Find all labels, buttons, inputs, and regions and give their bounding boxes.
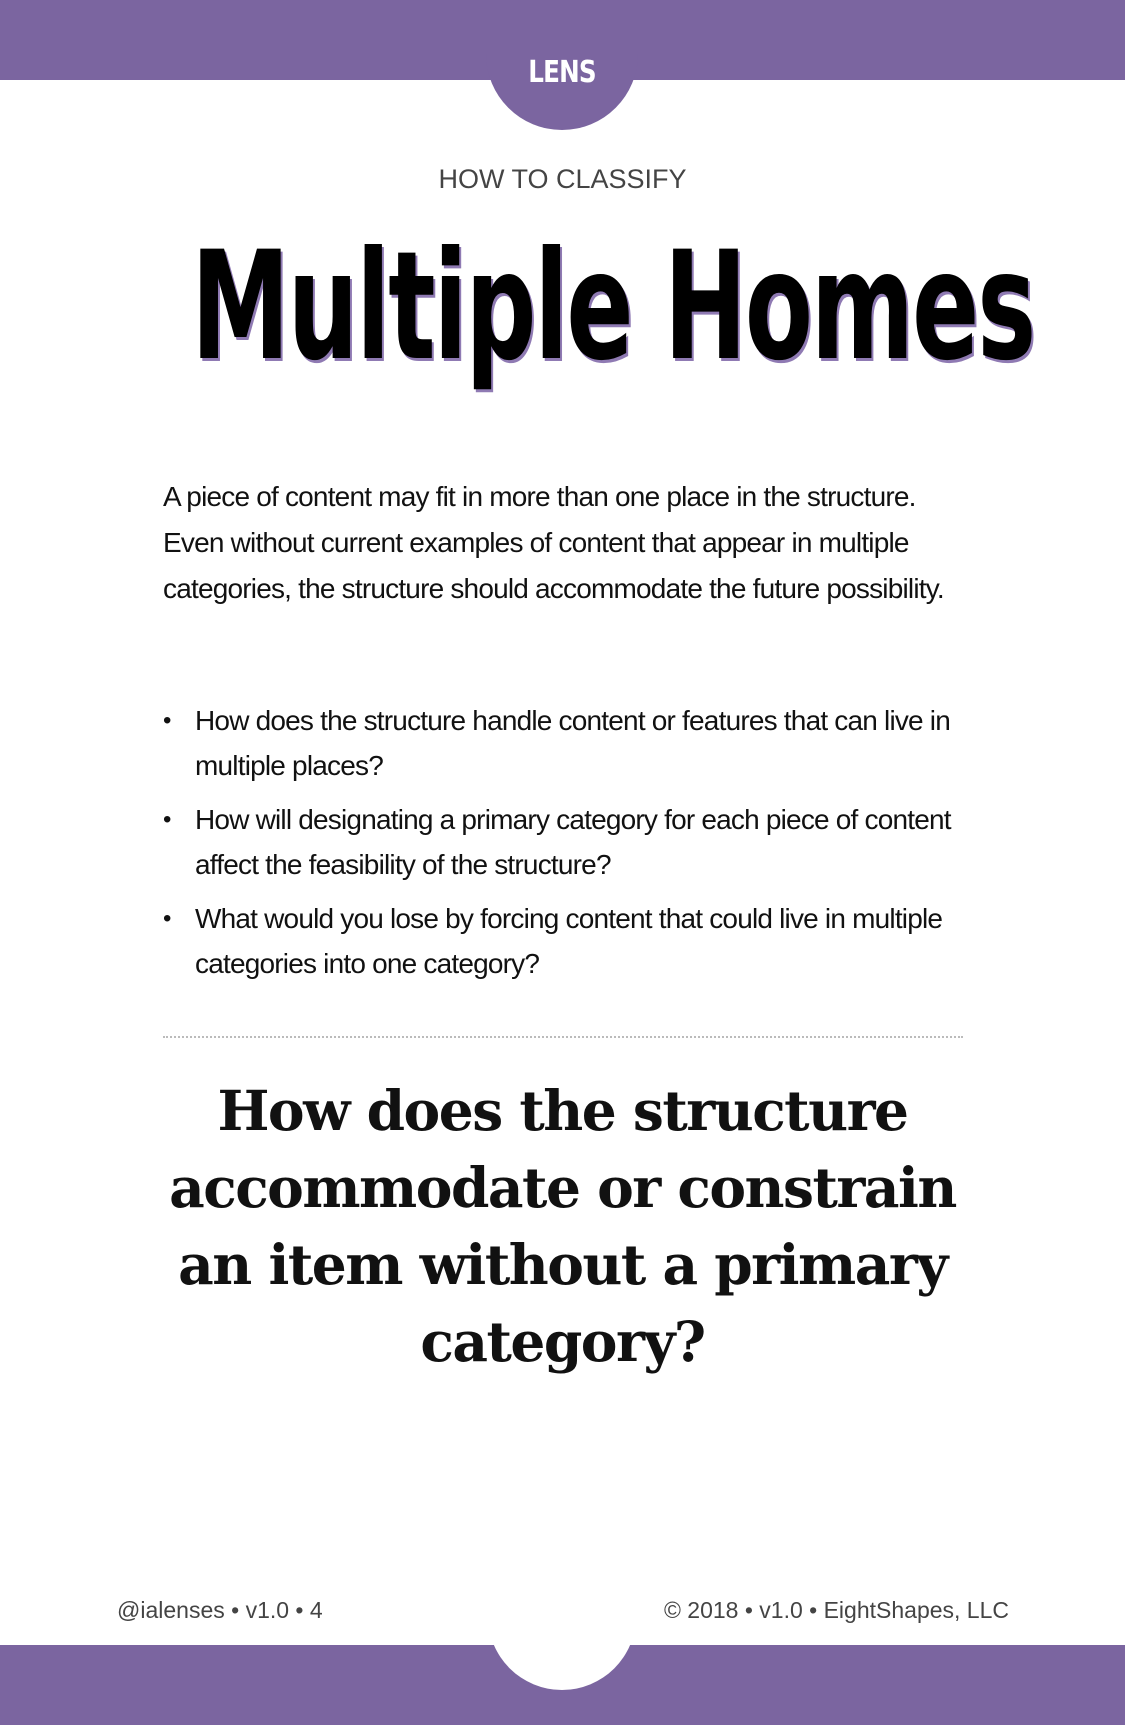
- list-item-text: How will designating a primary category …: [195, 804, 952, 880]
- bullet-icon: •: [163, 905, 171, 932]
- bullet-icon: •: [163, 707, 171, 734]
- bullet-icon: •: [163, 806, 171, 833]
- list-item: • How will designating a primary categor…: [163, 797, 963, 887]
- list-item: • What would you lose by forcing content…: [163, 896, 963, 986]
- card-title: Multiple Homes: [191, 220, 1036, 394]
- list-item: • How does the structure handle content …: [163, 698, 963, 788]
- list-item-text: What would you lose by forcing content t…: [195, 903, 943, 979]
- lens-tab: [486, 0, 638, 130]
- footer-copyright: © 2018 • v1.0 • EightShapes, LLC: [663, 1597, 1009, 1623]
- section-divider: [163, 1036, 963, 1038]
- lens-label: LENS: [528, 55, 596, 90]
- footer-handle: @ialenses • v1.0 • 4: [117, 1597, 323, 1623]
- intro-paragraph: A piece of content may fit in more than …: [163, 481, 945, 604]
- key-question: How does the structure accommodate or co…: [169, 1078, 957, 1374]
- question-list: • How does the structure handle content …: [163, 698, 963, 995]
- category-label: HOW TO CLASSIFY: [438, 164, 687, 194]
- list-item-text: How does the structure handle content or…: [195, 705, 951, 781]
